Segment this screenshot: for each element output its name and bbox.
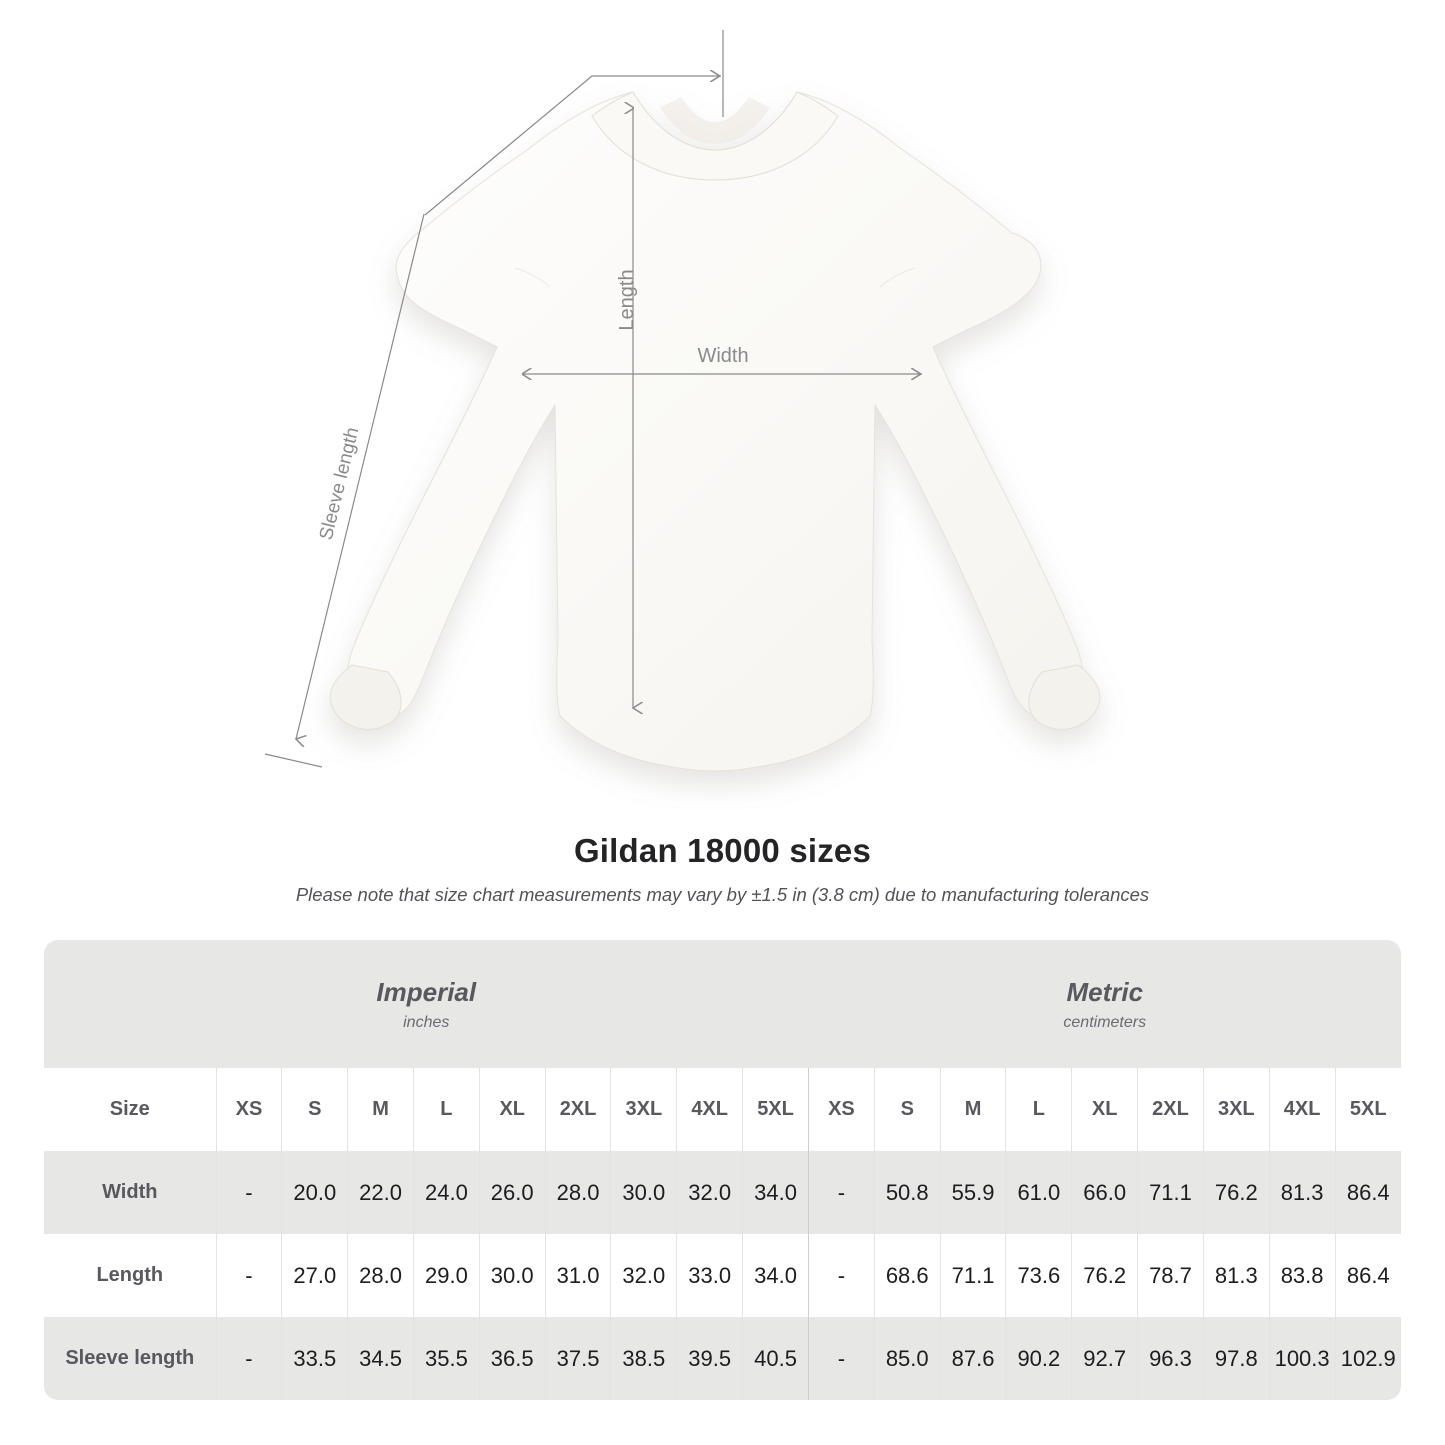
svg-text:Width: Width bbox=[697, 345, 748, 367]
svg-text:Sleeve length: Sleeve length bbox=[316, 425, 364, 542]
svg-text:Length: Length bbox=[616, 269, 638, 330]
